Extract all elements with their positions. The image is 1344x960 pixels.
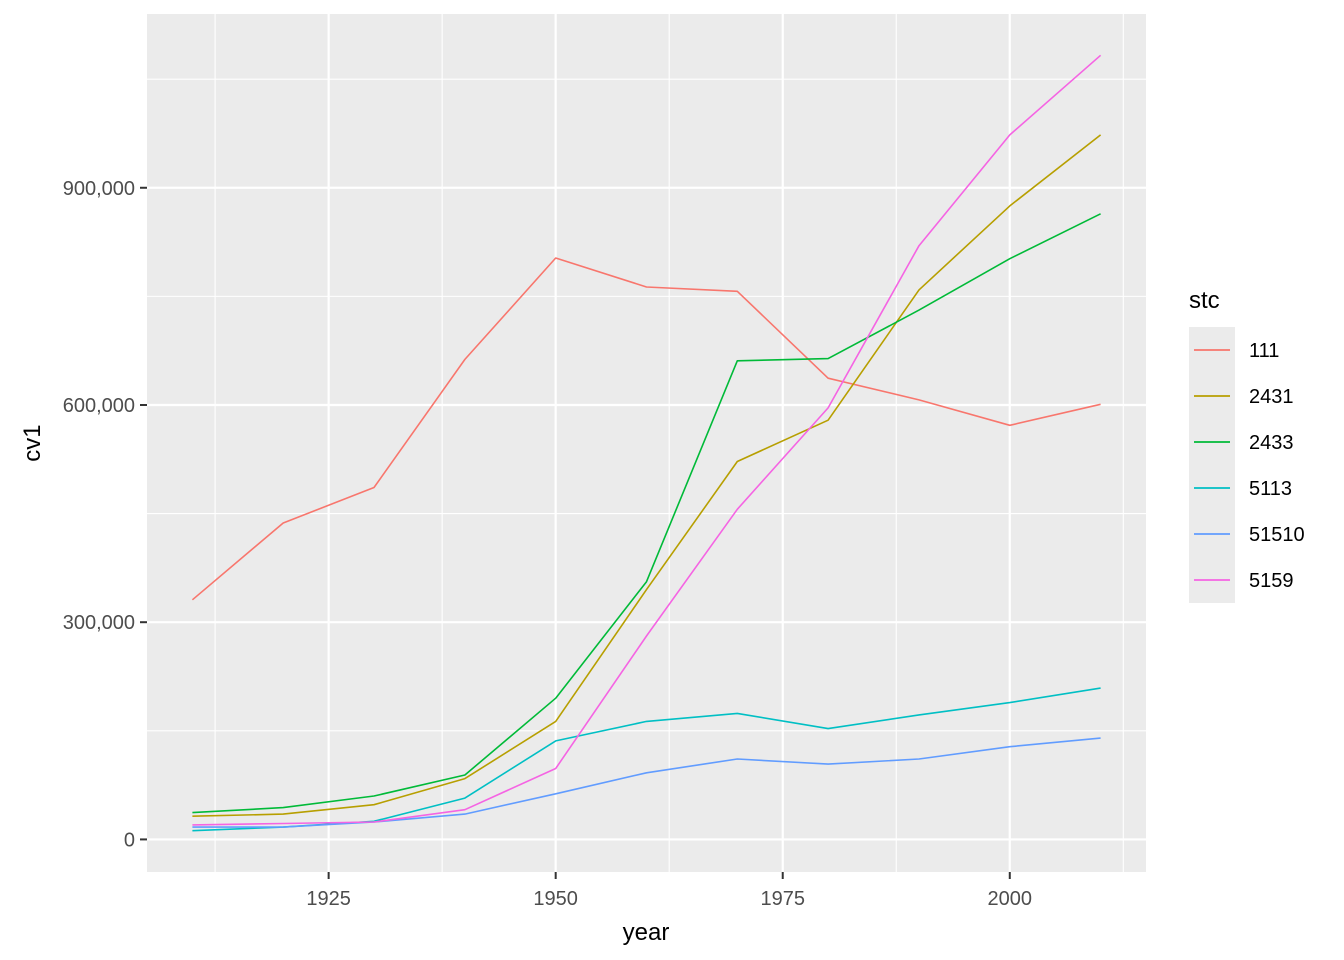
series-lines	[191, 54, 1102, 832]
y-tick-label: 300,000	[63, 612, 135, 634]
legend-key-background	[1189, 327, 1235, 603]
legend: stc 111 2431 2433 5113 51510 5159	[1189, 287, 1305, 603]
x-tick-label: 1925	[306, 888, 351, 910]
y-tick-label: 600,000	[63, 395, 135, 417]
y-axis-title: cv1	[19, 424, 46, 461]
plot-panel	[147, 14, 1146, 872]
series-line-2433	[192, 213, 1101, 814]
legend-label: 111	[1249, 340, 1279, 362]
x-axis: 1925 1950 1975 2000	[306, 872, 1032, 910]
x-tick-label: 1975	[760, 888, 805, 910]
series-line-5159	[192, 54, 1102, 826]
series-line-2431	[192, 134, 1102, 817]
legend-label: 2433	[1249, 432, 1294, 454]
x-tick-label: 1950	[533, 888, 578, 910]
series-line-51510	[192, 737, 1101, 828]
x-tick-label: 2000	[988, 888, 1033, 910]
y-axis: 0 300,000 600,000 900,000	[63, 178, 147, 851]
legend-label: 5113	[1249, 478, 1292, 500]
legend-label: 2431	[1249, 386, 1294, 408]
y-tick-label: 900,000	[63, 178, 135, 200]
legend-title: stc	[1189, 287, 1220, 314]
legend-label: 5159	[1249, 570, 1294, 592]
legend-items: 111 2431 2433 5113 51510 5159	[1189, 327, 1305, 603]
grid-major	[147, 14, 1146, 872]
y-tick-label: 0	[124, 829, 135, 851]
x-axis-title: year	[623, 919, 670, 946]
grid-minor	[147, 14, 1146, 872]
legend-label: 51510	[1249, 524, 1305, 546]
series-line-111	[191, 257, 1101, 601]
